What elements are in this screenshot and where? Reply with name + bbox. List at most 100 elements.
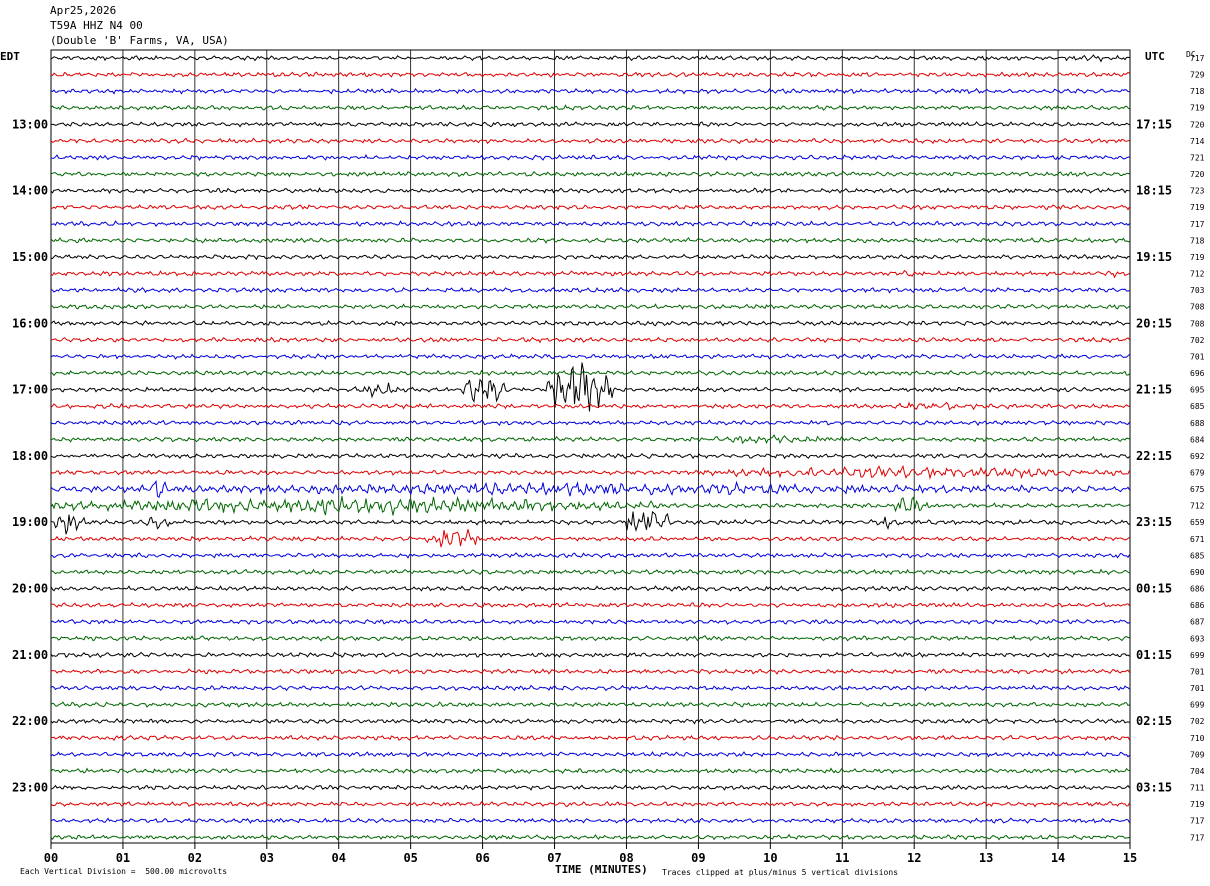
dc-offset-label: 709	[1190, 750, 1205, 759]
plot-frame	[50, 49, 1131, 844]
x-tick-label: 09	[691, 851, 705, 865]
right-hour-label: 01:15	[1136, 648, 1172, 662]
scale-note: Each Vertical Division = 500.00 microvol…	[20, 867, 228, 876]
x-tick-label: 02	[188, 851, 202, 865]
chart-location: (Double 'B' Farms, VA, USA)	[50, 34, 229, 47]
dc-offset-label: 720	[1190, 170, 1205, 179]
trace-row	[50, 362, 1130, 412]
left-hour-label: 17:00	[12, 383, 48, 397]
dc-offset-label: 701	[1190, 352, 1205, 361]
dc-offset-label: 718	[1190, 87, 1205, 96]
dc-offset-label: 701	[1190, 667, 1205, 676]
dc-label: DC	[1186, 50, 1196, 59]
trace-row	[50, 529, 1130, 548]
dc-offset-label: 671	[1190, 535, 1205, 544]
dc-offset-label: 685	[1190, 551, 1205, 560]
right-hour-label: 03:15	[1136, 781, 1172, 795]
trace-row	[50, 585, 1130, 592]
trace-row	[51, 220, 1130, 228]
dc-offset-label: 686	[1190, 601, 1205, 610]
dc-offset-label: 693	[1190, 634, 1205, 643]
trace-row	[50, 54, 1130, 63]
dc-offset-label: 699	[1190, 701, 1205, 710]
dc-offset-label: 708	[1190, 319, 1205, 328]
trace-row	[50, 170, 1130, 178]
trace-row	[50, 784, 1130, 791]
x-tick-label: 05	[403, 851, 417, 865]
trace-row	[50, 618, 1130, 625]
right-hour-label: 23:15	[1136, 515, 1172, 529]
dc-offset-label: 708	[1190, 303, 1205, 312]
trace-row	[50, 104, 1130, 111]
dc-offset-label: 702	[1190, 717, 1205, 726]
dc-offset-label: 710	[1190, 734, 1205, 743]
label-layer: 00 01 02 03 04 05 06 07 08 09 10 11 12 13 14 15 717 729 71…	[12, 54, 1205, 865]
dc-offset-label: 719	[1190, 203, 1205, 212]
trace-row	[50, 319, 1130, 327]
x-tick-label: 04	[332, 851, 346, 865]
trace-row	[50, 153, 1130, 162]
trace-row	[50, 253, 1130, 261]
trace-row	[50, 634, 1130, 642]
trace-row	[50, 568, 1130, 576]
dc-offset-label: 703	[1190, 286, 1205, 295]
left-timezone-label: EDT	[0, 50, 20, 63]
dc-offset-label: 721	[1190, 153, 1205, 162]
trace-row	[50, 734, 1130, 742]
x-tick-label: 07	[547, 851, 561, 865]
dc-offset-label: 718	[1190, 236, 1205, 245]
x-tick-label: 15	[1123, 851, 1137, 865]
left-hour-label: 15:00	[12, 250, 48, 264]
trace-row	[50, 236, 1130, 244]
dc-offset-label: 695	[1190, 386, 1205, 395]
dc-offset-label: 701	[1190, 684, 1205, 693]
dc-offset-label: 717	[1190, 833, 1205, 842]
trace-row	[50, 419, 1130, 427]
x-tick-label: 08	[619, 851, 633, 865]
x-tick-label: 11	[835, 851, 849, 865]
dc-offset-label: 723	[1190, 187, 1205, 196]
left-hour-label: 14:00	[12, 184, 48, 198]
x-tick-label: 00	[44, 851, 58, 865]
left-hour-label: 19:00	[12, 515, 48, 529]
grid-layer	[50, 49, 1131, 849]
dc-offset-label: 711	[1190, 784, 1205, 793]
trace-row	[50, 479, 1130, 499]
left-hour-label: 16:00	[12, 316, 48, 330]
trace-row	[50, 71, 1130, 78]
chart-date: Apr25,2026	[50, 4, 117, 17]
left-hour-label: 23:00	[12, 781, 48, 795]
trace-row	[50, 369, 1130, 377]
left-hour-label: 22:00	[12, 714, 48, 728]
x-tick-label: 13	[979, 851, 993, 865]
trace-row	[50, 510, 1130, 535]
dc-offset-label: 717	[1190, 54, 1205, 63]
right-hour-label: 02:15	[1136, 714, 1172, 728]
x-tick-label: 14	[1051, 851, 1065, 865]
dc-offset-label: 688	[1190, 419, 1205, 428]
trace-row	[50, 668, 1130, 675]
trace-row	[50, 717, 1130, 725]
trace-row	[50, 269, 1130, 279]
dc-offset-label: 704	[1190, 767, 1205, 776]
trace-row	[50, 187, 1130, 195]
dc-offset-label: 659	[1190, 518, 1205, 527]
dc-offset-label: 719	[1190, 253, 1205, 262]
right-hour-label: 18:15	[1136, 184, 1172, 198]
trace-row	[50, 87, 1130, 95]
left-hour-label: 21:00	[12, 648, 48, 662]
trace-row	[50, 464, 1130, 480]
dc-offset-label: 699	[1190, 651, 1205, 660]
x-tick-label: 03	[260, 851, 274, 865]
x-axis-label: TIME (MINUTES)	[555, 863, 648, 876]
trace-row	[50, 121, 1130, 128]
right-hour-label: 17:15	[1136, 117, 1172, 131]
trace-row	[50, 353, 1130, 360]
x-tick-label: 12	[907, 851, 921, 865]
dc-offset-label: 675	[1190, 485, 1205, 494]
trace-row	[50, 552, 1130, 559]
trace-row	[50, 800, 1130, 808]
left-hour-label: 13:00	[12, 117, 48, 131]
trace-row	[50, 286, 1130, 294]
trace-row	[50, 651, 1130, 659]
